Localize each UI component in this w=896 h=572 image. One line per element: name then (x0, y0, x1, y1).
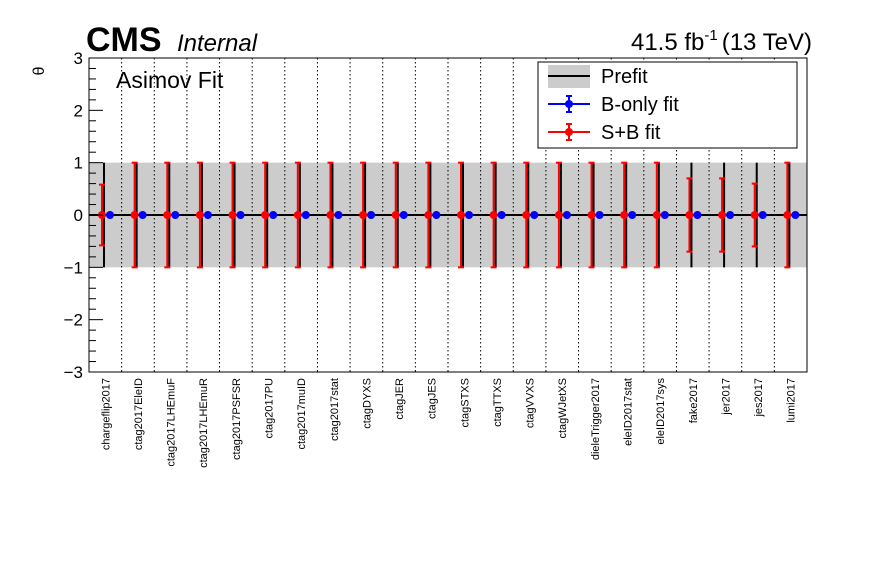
bonly-point (465, 211, 473, 219)
x-tick-label: ctag2017stat (329, 378, 341, 441)
sb-point (261, 211, 270, 219)
sb-point (424, 211, 433, 219)
legend-sb-marker (565, 128, 573, 136)
x-tick-label: ctagJES (427, 378, 439, 419)
bonly-point (171, 211, 180, 219)
bonly-point (138, 211, 147, 219)
sb-point (326, 211, 335, 219)
x-tick-label: ctag2017PU (264, 378, 276, 439)
x-tick-label: ctagTTXS (492, 378, 504, 427)
sb-point (457, 211, 465, 219)
x-tick-label: jes2017 (753, 378, 765, 418)
x-tick-label: ctag2017EleID (133, 378, 145, 450)
sb-point (163, 211, 172, 219)
x-tick-label: dieleTrigger2017 (590, 378, 602, 460)
x-tick-label: ctag2017muID (296, 378, 308, 450)
experiment-label: CMS (86, 21, 162, 59)
x-tick-label: ctagJER (394, 378, 406, 420)
bonly-point (432, 211, 441, 219)
bonly-point (758, 211, 767, 219)
bonly-point (530, 211, 539, 219)
sb-point (587, 211, 596, 219)
sb-point (685, 211, 694, 219)
x-tick-label: ctag2017LHEmuR (198, 378, 210, 468)
sb-point (718, 211, 727, 219)
legend-bonly-marker (565, 100, 573, 108)
sb-point (554, 211, 563, 219)
bonly-point (628, 211, 637, 219)
y-tick-label: 0 (74, 206, 83, 225)
bonly-point (334, 211, 343, 219)
bonly-point (301, 211, 310, 219)
bonly-point (269, 211, 278, 219)
sb-point (130, 211, 139, 219)
bonly-point (399, 211, 408, 219)
bonly-point (693, 211, 702, 219)
x-tick-label: ctagDYXS (361, 378, 373, 429)
x-tick-label: eleID2017sys (655, 378, 667, 445)
x-tick-label: chargeflip2017 (100, 378, 112, 450)
y-axis-title: θ (31, 66, 48, 75)
sb-point (783, 211, 792, 219)
x-tick-label: ctag2017LHEmuF (166, 378, 178, 467)
x-tick-label: fake2017 (688, 378, 700, 423)
lumi-label: 41.5 fb-1 (13 TeV) (631, 27, 812, 56)
legend-bonly-label: B-only fit (601, 94, 679, 116)
sb-point (293, 211, 302, 219)
y-tick-label: −3 (64, 363, 83, 382)
bonly-point (497, 211, 506, 219)
bonly-point (595, 211, 604, 219)
sb-point (522, 211, 531, 219)
sb-point (391, 211, 400, 219)
y-tick-label: 1 (74, 154, 83, 173)
y-tick-label: −2 (64, 311, 83, 330)
y-tick-label: −1 (64, 258, 83, 277)
bonly-point (562, 211, 571, 219)
bonly-point (660, 211, 669, 219)
x-tick-label: jer2017 (720, 378, 732, 416)
legend: Prefit B-only fit S+B fit (537, 61, 798, 149)
legend-prefit-label: Prefit (601, 66, 648, 88)
y-tick-label: 2 (74, 101, 83, 120)
sb-point (620, 211, 629, 219)
x-tick-label: eleID2017stat (623, 378, 635, 446)
bonly-point (203, 211, 212, 219)
sb-point (489, 211, 498, 219)
bonly-point (236, 211, 245, 219)
y-tick-label: 3 (74, 49, 83, 68)
sb-point (750, 211, 759, 219)
sb-point (652, 211, 661, 219)
x-tick-label: ctagVVXS (525, 378, 537, 428)
x-tick-label: lumi2017 (786, 378, 798, 423)
sb-point (228, 211, 237, 219)
bonly-point (106, 211, 114, 219)
status-label: Internal (177, 30, 258, 57)
bonly-point (726, 211, 735, 219)
bonly-point (367, 211, 376, 219)
sb-point (359, 211, 368, 219)
legend-sb-label: S+B fit (601, 122, 661, 144)
sb-point (195, 211, 204, 219)
bonly-point (791, 211, 800, 219)
x-tick-label: ctagWJetXS (557, 378, 569, 439)
fit-type-label: Asimov Fit (116, 67, 224, 93)
x-tick-label: ctagSTXS (459, 378, 471, 428)
x-tick-label: ctag2017PSFSR (231, 378, 243, 460)
